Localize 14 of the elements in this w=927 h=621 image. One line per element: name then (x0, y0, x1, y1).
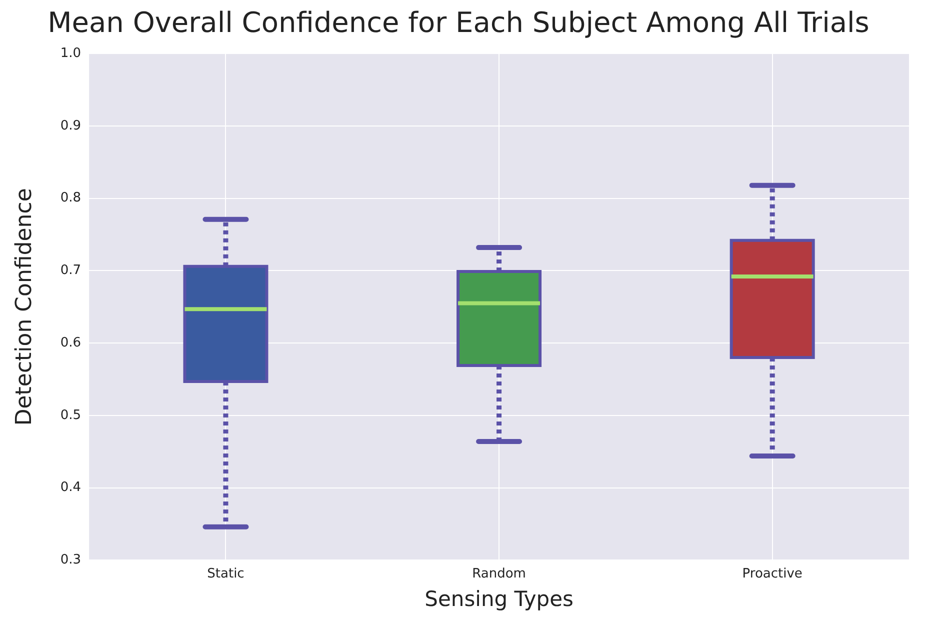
x-tick-label: Static (207, 566, 244, 582)
y-tick-label: 1.0 (60, 46, 82, 61)
chart-title: Mean Overall Confidence for Each Subject Among All Trials (48, 6, 870, 40)
y-axis-title: Detection Confidence (12, 188, 37, 426)
y-tick-label: 0.6 (60, 335, 82, 350)
y-tick-label: 0.5 (60, 408, 82, 423)
x-tick-label: Random (472, 566, 526, 582)
y-tick-label: 0.4 (60, 480, 82, 496)
y-tick-label: 0.7 (60, 263, 82, 278)
y-tick-label: 0.9 (60, 118, 82, 134)
x-axis-title: Sensing Types (424, 586, 574, 611)
y-tick-label: 0.8 (60, 190, 82, 206)
x-tick-label: Proactive (742, 566, 802, 582)
y-tick-label: 0.3 (60, 552, 82, 568)
